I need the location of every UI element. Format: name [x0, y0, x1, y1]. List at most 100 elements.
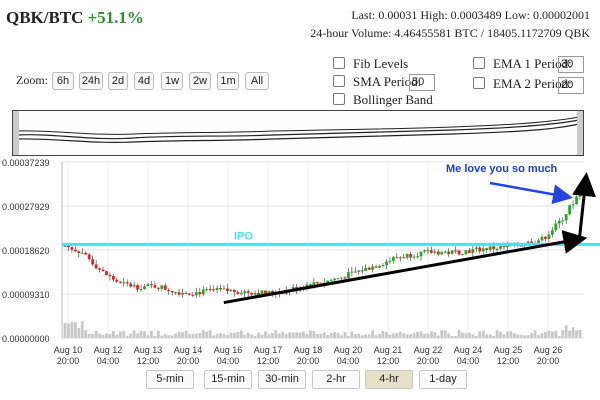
candle-down — [118, 281, 122, 283]
candle-down — [436, 251, 440, 255]
volume-bar — [239, 330, 243, 338]
ema1-period-input[interactable]: 30 — [558, 56, 584, 73]
fib-levels-option[interactable]: Fib Levels — [333, 56, 408, 72]
candle-down — [353, 271, 357, 273]
x-tick-label: 20:00 — [57, 356, 80, 366]
zoom-24h-button[interactable]: 24h — [79, 72, 103, 90]
range-30min-button[interactable]: 30-min — [258, 370, 306, 389]
volume-bar — [557, 335, 561, 338]
zoom-1w-button[interactable]: 1w — [161, 72, 183, 90]
navigator-sparkline — [13, 111, 583, 155]
volume-bar — [533, 330, 537, 338]
navigator-left-handle[interactable] — [13, 111, 19, 155]
volume-bar — [481, 330, 485, 338]
sma-option[interactable]: SMA Period: — [333, 74, 421, 90]
zoom-all-button[interactable]: All — [245, 72, 269, 90]
volume-bar — [523, 335, 527, 338]
ema2-period-input[interactable]: 20 — [558, 77, 584, 94]
volume-bar — [416, 331, 419, 338]
candle-up — [267, 290, 271, 294]
candle-down — [198, 292, 202, 295]
candle-down — [374, 266, 378, 268]
candle-down — [184, 292, 188, 294]
fib-levels-label: Fib Levels — [353, 56, 409, 71]
volume-bar — [412, 332, 416, 338]
volume-bar — [471, 334, 475, 338]
volume-bar — [506, 331, 509, 338]
volume-bar — [526, 335, 530, 338]
zoom-6h-button[interactable]: 6h — [52, 72, 74, 90]
volume-bar — [257, 332, 260, 338]
volume-bar — [87, 334, 91, 338]
bollinger-option[interactable]: Bollinger Band — [333, 92, 433, 108]
candle-up — [464, 250, 468, 255]
range-4hr-button[interactable]: 4-hr — [365, 370, 413, 389]
sma-period-input[interactable]: 50 — [409, 74, 435, 91]
volume-bar — [63, 322, 67, 338]
candle-down — [236, 292, 240, 294]
range-2hr-button[interactable]: 2-hr — [312, 370, 360, 389]
volume-bar — [512, 333, 516, 338]
bollinger-checkbox[interactable] — [333, 93, 345, 105]
volume-bar — [499, 331, 502, 338]
x-tick-label: Aug 12 — [94, 345, 123, 355]
range-1day-button[interactable]: 1-day — [419, 370, 467, 389]
volume-bar — [347, 335, 350, 338]
annotation-message: Me love you so much — [446, 163, 558, 175]
candle-up — [440, 252, 444, 255]
volume-bar — [385, 331, 388, 338]
volume-bar — [478, 331, 482, 338]
zoom-2d-button[interactable]: 2d — [108, 72, 128, 90]
candle-down — [246, 291, 250, 293]
y-tick-label: 0.00027929 — [2, 202, 50, 212]
candle-up — [229, 289, 233, 291]
volume-bar — [326, 335, 330, 338]
candle-up — [201, 289, 205, 295]
volume-bar — [94, 330, 98, 338]
volume-bar — [530, 332, 534, 338]
candle-up — [443, 251, 447, 253]
candle-up — [340, 277, 343, 279]
candle-down — [63, 245, 67, 247]
sma-checkbox[interactable] — [333, 75, 345, 87]
volume-bar — [91, 333, 95, 338]
fib-levels-checkbox[interactable] — [333, 57, 345, 69]
x-tick-label: 20:00 — [417, 356, 440, 366]
candle-up — [461, 254, 464, 256]
volume-bar — [125, 335, 129, 338]
volume-bar — [208, 330, 212, 338]
volume-bar — [163, 333, 167, 338]
volume-bar — [219, 333, 222, 338]
range-navigator[interactable] — [12, 110, 584, 156]
range-15min-button[interactable]: 15-min — [204, 370, 252, 389]
volume-bar — [129, 333, 133, 338]
y-tick-label: 0.00000000 — [2, 334, 50, 344]
ipo-label: IPO — [234, 230, 253, 242]
candle-up — [215, 288, 219, 290]
candle-down — [429, 250, 433, 253]
x-tick-label: 12:00 — [377, 356, 400, 366]
volume-bar — [378, 334, 381, 338]
navigator-right-handle[interactable] — [577, 111, 583, 155]
candle-up — [564, 214, 568, 221]
zoom-2w-button[interactable]: 2w — [189, 72, 211, 90]
ema1-checkbox[interactable] — [473, 57, 485, 69]
ema2-option[interactable]: EMA 2 Period: — [473, 76, 572, 92]
candle-down — [115, 279, 119, 282]
volume-bar — [488, 334, 492, 338]
ema1-option[interactable]: EMA 1 Period: — [473, 56, 572, 72]
zoom-4d-button[interactable]: 4d — [134, 72, 154, 90]
ema2-checkbox[interactable] — [473, 77, 485, 89]
candle-down — [232, 289, 236, 293]
y-tick-label: 0.00018620 — [2, 246, 50, 256]
range-5min-button[interactable]: 5-min — [146, 370, 194, 389]
volume-bar — [284, 333, 288, 338]
volume-bar — [291, 332, 295, 338]
volume-bar — [544, 332, 547, 338]
volume-bar — [298, 332, 302, 338]
zoom-1m-button[interactable]: 1m — [217, 72, 239, 90]
candle-up — [347, 272, 350, 279]
candle-down — [492, 246, 495, 249]
volume-bar — [367, 334, 371, 338]
candle-up — [174, 292, 178, 294]
